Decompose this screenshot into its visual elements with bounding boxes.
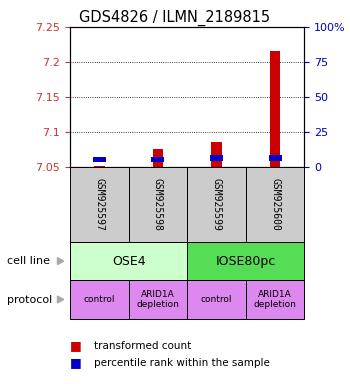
Text: control: control [84,295,115,304]
Bar [94,166,105,167]
Bar [246,280,304,319]
Bar [211,142,222,167]
Bar [153,149,163,167]
Polygon shape [57,296,64,303]
Text: ARID1A
depletion: ARID1A depletion [136,290,179,309]
Bar [129,167,187,242]
Text: transformed count: transformed count [94,341,192,351]
Text: protocol: protocol [7,295,52,305]
Text: GSM925600: GSM925600 [270,178,280,231]
Polygon shape [57,258,64,265]
Text: IOSE80pc: IOSE80pc [216,255,276,268]
Text: ■: ■ [70,356,82,369]
Bar [93,157,106,162]
Text: GDS4826 / ILMN_2189815: GDS4826 / ILMN_2189815 [79,10,271,26]
Bar [70,242,187,280]
Bar [70,167,129,242]
Bar [210,155,223,161]
Text: percentile rank within the sample: percentile rank within the sample [94,358,270,368]
Bar [269,155,282,161]
Bar [129,280,187,319]
Bar [187,167,246,242]
Bar [187,242,304,280]
Bar [246,167,304,242]
Text: GSM925598: GSM925598 [153,178,163,231]
Bar [187,280,246,319]
Bar [152,157,164,162]
Text: control: control [201,295,232,304]
Text: OSE4: OSE4 [112,255,146,268]
Bar [270,51,280,167]
Text: GSM925597: GSM925597 [94,178,104,231]
Text: cell line: cell line [7,256,50,266]
Bar [70,280,129,319]
Text: ■: ■ [70,339,82,352]
Text: GSM925599: GSM925599 [211,178,222,231]
Text: ARID1A
depletion: ARID1A depletion [254,290,296,309]
